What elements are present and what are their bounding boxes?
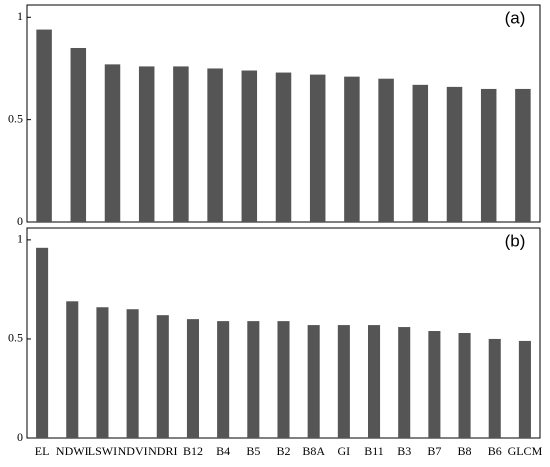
bar — [207, 68, 223, 222]
x-tick-label: NDVI — [118, 444, 148, 458]
x-tick-label: B2 — [276, 444, 290, 458]
x-tick-label: B11 — [364, 444, 384, 458]
bar — [488, 338, 501, 438]
x-tick-label: B5 — [246, 444, 260, 458]
y-tick-label: 0 — [17, 430, 23, 444]
bar — [446, 86, 463, 222]
x-tick-label: B12 — [183, 444, 203, 458]
y-tick-label: 1 — [17, 9, 23, 23]
bar — [344, 76, 360, 222]
x-tick-label: NDWI — [56, 444, 89, 458]
bar — [126, 309, 139, 438]
bar — [277, 321, 290, 438]
y-tick-label: 0.5 — [8, 331, 23, 345]
annotation: (a) — [505, 8, 526, 27]
bar — [367, 325, 381, 438]
y-tick-label: 1 — [17, 232, 23, 246]
x-tick-label: B6 — [488, 444, 502, 458]
x-tick-label: B3 — [397, 444, 411, 458]
x-tick-label: B8 — [458, 444, 472, 458]
bar — [186, 319, 200, 438]
bar — [70, 47, 87, 222]
bar — [378, 78, 394, 222]
bar — [156, 315, 169, 438]
bar — [36, 29, 52, 222]
bar — [173, 66, 189, 222]
bar — [241, 70, 258, 223]
x-tick-label: NDRI — [148, 444, 177, 458]
x-tick-label: LSWI — [88, 444, 117, 458]
bar — [518, 340, 531, 438]
bar — [138, 66, 155, 222]
bar — [307, 325, 320, 438]
bar — [36, 247, 49, 438]
x-tick-label: GLCM — [508, 444, 543, 458]
bar — [428, 331, 441, 438]
bar — [309, 74, 326, 222]
x-tick-label: EL — [35, 444, 50, 458]
bar — [247, 321, 260, 438]
bar — [458, 333, 471, 438]
x-tick-label: GI — [338, 444, 351, 458]
x-tick-label: B8A — [302, 444, 325, 458]
bar — [66, 301, 79, 438]
bar — [515, 88, 531, 222]
x-tick-label: B4 — [216, 444, 230, 458]
bar — [96, 307, 109, 438]
bar — [412, 84, 429, 222]
y-tick-label: 0.5 — [8, 111, 23, 125]
x-tick-label: B7 — [427, 444, 441, 458]
bar — [217, 321, 230, 438]
y-tick-label: 0 — [17, 214, 23, 228]
bar — [275, 72, 292, 222]
bar — [398, 327, 411, 438]
bar — [337, 325, 350, 438]
annotation: (b) — [505, 231, 526, 250]
bar — [104, 64, 121, 223]
bar — [480, 88, 497, 222]
